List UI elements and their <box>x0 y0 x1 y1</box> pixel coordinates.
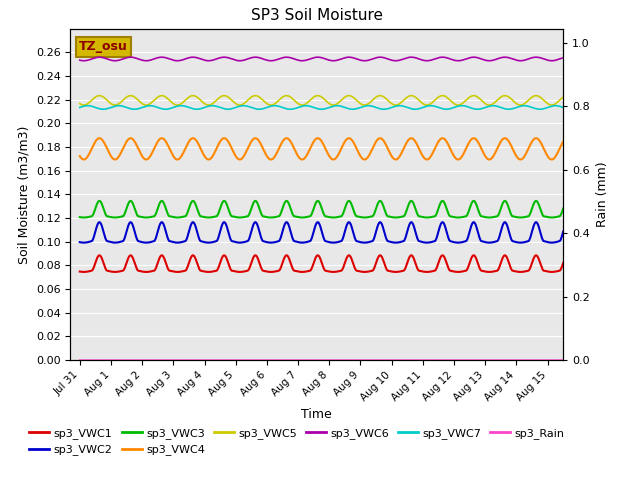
Legend: sp3_VWC1, sp3_VWC2, sp3_VWC3, sp3_VWC4, sp3_VWC5, sp3_VWC6, sp3_VWC7, sp3_Rain: sp3_VWC1, sp3_VWC2, sp3_VWC3, sp3_VWC4, … <box>25 423 569 460</box>
Y-axis label: Rain (mm): Rain (mm) <box>596 162 609 227</box>
Text: TZ_osu: TZ_osu <box>79 40 128 53</box>
X-axis label: Time: Time <box>301 408 332 421</box>
Title: SP3 Soil Moisture: SP3 Soil Moisture <box>251 9 383 24</box>
Y-axis label: Soil Moisture (m3/m3): Soil Moisture (m3/m3) <box>17 125 30 264</box>
